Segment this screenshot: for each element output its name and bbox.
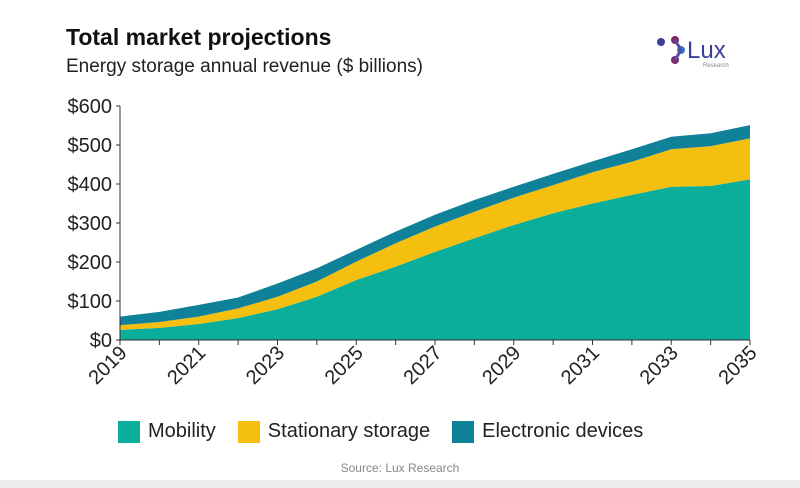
bottom-bar xyxy=(0,480,800,488)
y-tick-label: $0 xyxy=(90,330,112,352)
x-tick-label: 2033 xyxy=(636,342,683,389)
legend-label: Stationary storage xyxy=(267,420,431,442)
y-tick-label: $200 xyxy=(68,252,113,274)
area-mobility xyxy=(120,179,750,340)
svg-text:Lux: Lux xyxy=(687,37,726,64)
area-electronic-devices xyxy=(120,125,750,326)
x-tick-label: 2023 xyxy=(242,342,289,389)
lux-research-logo: Lux Research xyxy=(657,36,729,69)
x-tick-label: 2031 xyxy=(557,342,604,389)
y-tick-label: $500 xyxy=(68,135,113,157)
chart-subtitle: Energy storage annual revenue ($ billion… xyxy=(66,56,423,77)
legend-label: Electronic devices xyxy=(482,420,644,442)
legend: Mobility Stationary storage Electronic d… xyxy=(118,420,643,443)
legend-item-electronic: Electronic devices xyxy=(452,420,643,443)
x-tick-label: 2021 xyxy=(163,342,210,389)
y-tick-label: $400 xyxy=(68,174,113,196)
y-tick-label: $300 xyxy=(68,213,113,235)
svg-text:Research: Research xyxy=(703,63,729,69)
x-tick-label: 2027 xyxy=(400,342,447,389)
y-tick-label: $100 xyxy=(68,291,113,313)
x-tick-label: 2029 xyxy=(478,342,525,389)
y-tick-label: $600 xyxy=(68,96,113,118)
x-tick-label: 2035 xyxy=(715,342,762,389)
legend-item-stationary: Stationary storage xyxy=(237,420,431,443)
area-stationary-storage xyxy=(120,138,750,330)
chart-title: Total market projections xyxy=(66,24,332,50)
source-note: Source: Lux Research xyxy=(340,461,460,475)
legend-item-mobility: Mobility xyxy=(118,420,216,443)
legend-label: Mobility xyxy=(148,420,216,442)
x-tick-label: 2025 xyxy=(321,342,368,389)
